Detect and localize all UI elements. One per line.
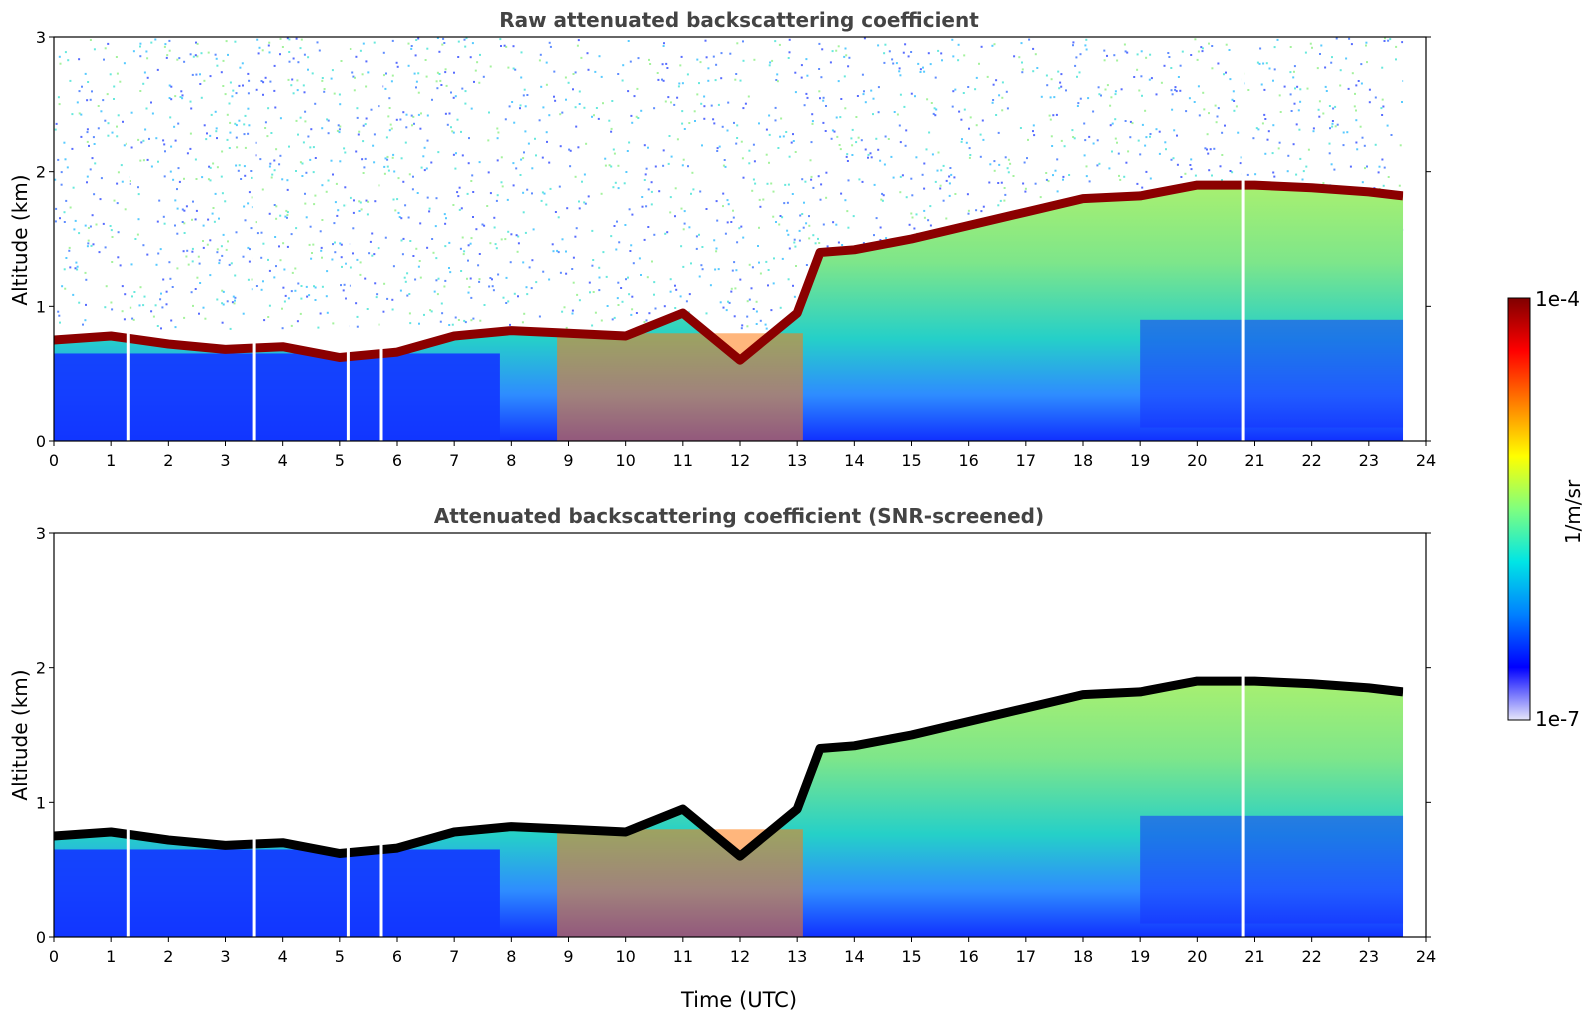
raw-x-tick-label-17: 17 [1016, 451, 1036, 470]
snr-late-blue-region [1140, 815, 1404, 924]
snr-plot-area: 0 1 2 3 4 5 6 7 8 9 10 11 12 13 14 15 16 17 18 19 20 21 22 23 24… [36, 524, 1436, 966]
raw-x-tick-label-14: 14 [844, 451, 864, 470]
snr-x-tick-label-11: 11 [673, 947, 693, 966]
snr-x-tick-label-17: 17 [1016, 947, 1036, 966]
raw-x-tick-label-13: 13 [787, 451, 807, 470]
raw-y-axis-label: Altitude (km) [8, 174, 32, 305]
raw-y-tick-label-2: 2 [36, 163, 46, 182]
raw-x-tick-label-5: 5 [335, 451, 345, 470]
raw-panel-title: Raw attenuated backscattering coefficien… [499, 8, 979, 32]
raw-plot-area: 0 1 2 3 4 5 6 7 8 9 10 11 12 13 14 15 16 17 18 19 20 21 22 23 24… [36, 28, 1436, 470]
raw-x-tick-label-6: 6 [392, 451, 402, 470]
raw-data-gap-3 [379, 37, 383, 441]
raw-x-tick-label-23: 23 [1359, 451, 1379, 470]
snr-panel-title: Attenuated backscattering coefficient (S… [434, 504, 1044, 528]
snr-layer-top-line [54, 676, 1404, 861]
raw-heatmap [54, 37, 1426, 441]
raw-no-data-region [1403, 37, 1426, 441]
raw-x-tick-label-10: 10 [615, 451, 635, 470]
raw-x-tick-label-4: 4 [278, 451, 288, 470]
raw-x-tick-label-1: 1 [106, 451, 116, 470]
raw-x-tick-label-12: 12 [730, 451, 750, 470]
snr-midday-convective [557, 829, 803, 937]
snr-x-tick-label-14: 14 [844, 947, 864, 966]
snr-x-tick-label-1: 1 [106, 947, 116, 966]
snr-x-tick-label-0: 0 [49, 947, 59, 966]
snr-data-gap-1 [252, 533, 256, 937]
snr-heatmap [54, 533, 1426, 937]
raw-x-tick-label-18: 18 [1073, 451, 1093, 470]
raw-midday-convective [557, 333, 803, 441]
raw-x-tick-label-11: 11 [673, 451, 693, 470]
snr-x-tick-label-20: 20 [1187, 947, 1207, 966]
raw-x-tick-label-16: 16 [958, 451, 978, 470]
raw-data-gap-4 [1241, 37, 1245, 441]
snr-x-tick-label-8: 8 [506, 947, 516, 966]
raw-backscatter-panel: Raw attenuated backscattering coefficien… [8, 8, 1436, 470]
snr-x-tick-label-22: 22 [1301, 947, 1321, 966]
snr-x-tick-label-6: 6 [392, 947, 402, 966]
colorbar-min-label: 1e-7 [1535, 707, 1580, 731]
raw-data-gap-0 [126, 37, 130, 441]
snr-x-tick-label-21: 21 [1244, 947, 1264, 966]
raw-y-tick-label-3: 3 [36, 28, 46, 47]
colorbar-unit-label: 1/m/sr [1561, 479, 1585, 544]
colorbar-gradient [1507, 297, 1531, 721]
colorbar-max-label: 1e-4 [1535, 287, 1580, 311]
raw-x-tick-label-9: 9 [563, 451, 573, 470]
snr-data-gap-3 [379, 533, 383, 937]
raw-x-tick-label-15: 15 [901, 451, 921, 470]
snr-x-tick-label-19: 19 [1130, 947, 1150, 966]
raw-x-tick-label-3: 3 [220, 451, 230, 470]
raw-x-tick-label-8: 8 [506, 451, 516, 470]
snr-data-gap-0 [126, 533, 130, 937]
snr-x-tick-label-16: 16 [958, 947, 978, 966]
raw-layer-top-line [54, 180, 1404, 365]
snr-x-tick-label-13: 13 [787, 947, 807, 966]
snr-x-tick-label-5: 5 [335, 947, 345, 966]
raw-x-tick-label-2: 2 [163, 451, 173, 470]
raw-data-gap-1 [252, 37, 256, 441]
raw-y-tick-label-0: 0 [36, 432, 46, 451]
snr-x-tick-label-7: 7 [449, 947, 459, 966]
snr-x-tick-label-9: 9 [563, 947, 573, 966]
colorbar: 1e-4 1e-7 1/m/sr [1507, 287, 1585, 731]
snr-early-low-blue [54, 849, 500, 937]
snr-y-axis-label: Altitude (km) [8, 669, 32, 800]
snr-x-tick-label-10: 10 [615, 947, 635, 966]
snr-data-gap-2 [346, 533, 350, 937]
snr-y-tick-label-3: 3 [36, 524, 46, 543]
raw-x-tick-label-19: 19 [1130, 451, 1150, 470]
snr-x-tick-label-24: 24 [1416, 947, 1436, 966]
snr-no-data-region [1403, 533, 1426, 937]
raw-x-tick-label-21: 21 [1244, 451, 1264, 470]
snr-x-tick-label-12: 12 [730, 947, 750, 966]
raw-x-tick-label-7: 7 [449, 451, 459, 470]
snr-x-tick-label-23: 23 [1359, 947, 1379, 966]
snr-y-tick-label-1: 1 [36, 793, 46, 812]
snr-x-tick-label-4: 4 [278, 947, 288, 966]
snr-x-tick-label-15: 15 [901, 947, 921, 966]
raw-early-low-blue [54, 353, 500, 441]
raw-y-tick-label-1: 1 [36, 297, 46, 316]
raw-x-tick-label-20: 20 [1187, 451, 1207, 470]
snr-x-tick-label-3: 3 [220, 947, 230, 966]
raw-x-tick-label-22: 22 [1301, 451, 1321, 470]
snr-x-tick-label-2: 2 [163, 947, 173, 966]
snr-data-gap-4 [1241, 533, 1245, 937]
raw-data-gap-2 [346, 37, 350, 441]
raw-late-blue-region [1140, 319, 1404, 428]
snr-backscatter-panel: Attenuated backscattering coefficient (S… [8, 504, 1436, 1012]
raw-x-tick-label-24: 24 [1416, 451, 1436, 470]
snr-x-tick-label-18: 18 [1073, 947, 1093, 966]
snr-y-tick-label-0: 0 [36, 928, 46, 947]
snr-y-tick-label-2: 2 [36, 659, 46, 678]
raw-x-tick-label-0: 0 [49, 451, 59, 470]
x-axis-label: Time (UTC) [680, 988, 797, 1012]
